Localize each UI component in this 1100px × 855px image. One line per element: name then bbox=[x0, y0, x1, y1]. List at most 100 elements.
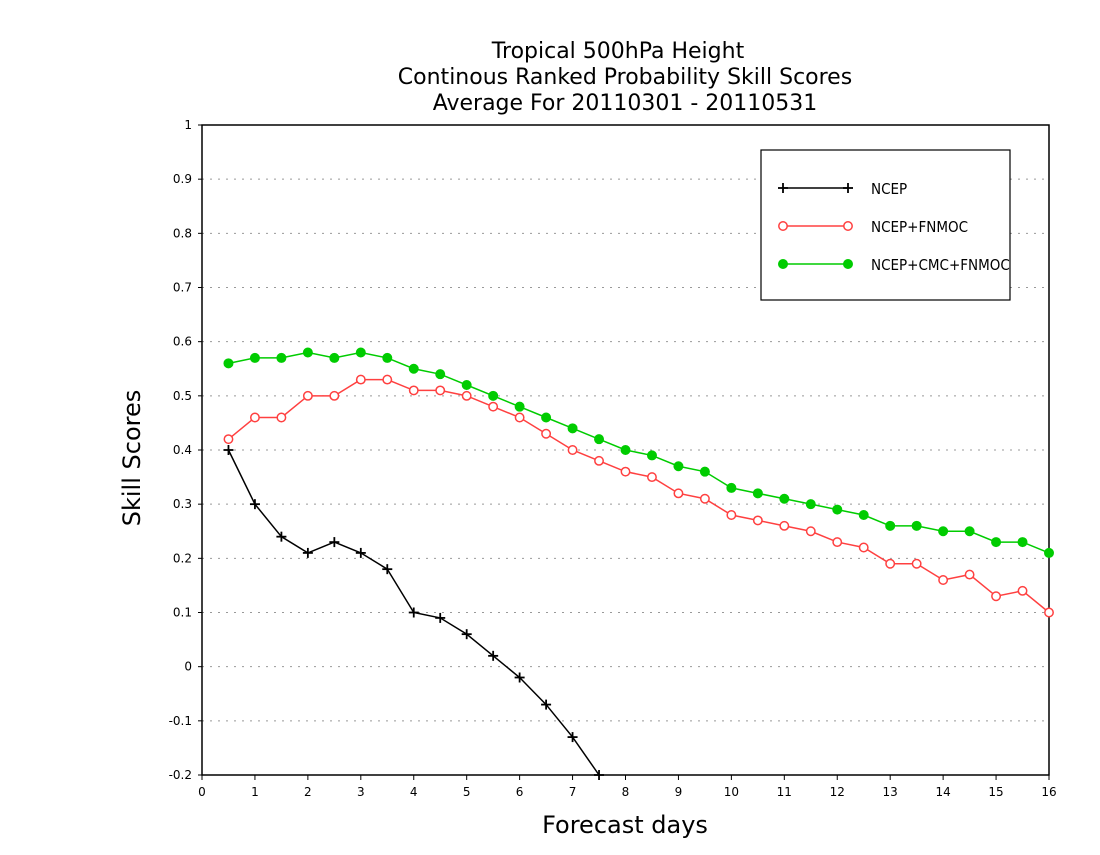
data-point-filled-circle bbox=[620, 445, 631, 455]
data-point-filled-circle bbox=[223, 358, 234, 369]
data-point-plus bbox=[541, 699, 552, 710]
y-tick-label: 0 bbox=[184, 660, 192, 674]
series-line bbox=[228, 351, 1050, 554]
data-point-filled-circle bbox=[858, 510, 869, 520]
data-point-plus bbox=[488, 650, 499, 661]
x-tick-label: 7 bbox=[569, 785, 577, 799]
data-point-filled-circle bbox=[355, 347, 366, 358]
data-point-open-circle bbox=[726, 510, 737, 520]
data-point-filled-circle bbox=[805, 499, 816, 510]
legend-label: NCEP+CMC+FNMOC bbox=[871, 256, 1010, 274]
data-point-plus bbox=[223, 445, 234, 455]
data-point-plus bbox=[778, 183, 788, 193]
series-line bbox=[227, 378, 1050, 614]
data-point-filled-circle bbox=[991, 537, 1002, 548]
legend-box bbox=[760, 149, 1011, 301]
series-ncep-fnmoc bbox=[223, 374, 1054, 618]
x-tick-label: 10 bbox=[724, 785, 739, 799]
x-tick-label: 16 bbox=[1041, 785, 1056, 799]
data-point-open-circle bbox=[249, 412, 260, 423]
data-point-open-circle bbox=[779, 520, 790, 531]
data-point-open-circle bbox=[435, 385, 446, 396]
chart-title: Tropical 500hPa Height Continous Ranked … bbox=[398, 39, 852, 116]
data-point-filled-circle bbox=[699, 466, 710, 477]
data-point-open-circle bbox=[594, 455, 604, 466]
data-point-filled-circle bbox=[778, 259, 788, 269]
y-axis-label: Skill Scores bbox=[118, 390, 146, 527]
data-point-open-circle bbox=[752, 515, 763, 526]
y-tick-label: -0.2 bbox=[169, 768, 192, 782]
data-point-filled-circle bbox=[329, 352, 340, 363]
data-point-filled-circle bbox=[567, 423, 578, 434]
x-tick-label: 3 bbox=[357, 785, 365, 799]
data-point-filled-circle bbox=[673, 461, 684, 472]
legend-label: NCEP+FNMOC bbox=[871, 218, 968, 236]
y-tick-label: 0.4 bbox=[173, 443, 192, 457]
data-point-plus bbox=[249, 499, 260, 510]
y-tick-label: 0.6 bbox=[173, 335, 192, 349]
data-point-filled-circle bbox=[461, 380, 472, 390]
data-point-open-circle bbox=[382, 374, 393, 385]
data-point-filled-circle bbox=[382, 352, 393, 363]
data-point-plus bbox=[567, 732, 578, 743]
data-point-open-circle bbox=[991, 591, 1002, 602]
data-point-plus bbox=[843, 183, 853, 193]
data-point-plus bbox=[355, 547, 366, 558]
title-line-3: Average For 20110301 - 20110531 bbox=[433, 91, 818, 116]
data-point-open-circle bbox=[276, 412, 287, 423]
data-point-filled-circle bbox=[726, 482, 737, 493]
y-tick-label: 0.3 bbox=[173, 497, 192, 511]
data-point-filled-circle bbox=[885, 520, 896, 531]
data-point-open-circle bbox=[302, 390, 313, 401]
x-tick-label: 9 bbox=[675, 785, 683, 799]
data-point-open-circle bbox=[329, 390, 340, 401]
data-point-filled-circle bbox=[276, 352, 287, 363]
data-point-plus bbox=[276, 531, 287, 542]
data-point-plus bbox=[408, 607, 419, 618]
data-point-open-circle bbox=[964, 569, 975, 580]
x-tick-label: 6 bbox=[516, 785, 524, 799]
data-point-open-circle bbox=[567, 445, 578, 455]
data-point-filled-circle bbox=[435, 369, 446, 380]
data-point-filled-circle bbox=[249, 352, 260, 363]
data-point-open-circle bbox=[1017, 585, 1028, 596]
data-point-open-circle bbox=[673, 488, 684, 499]
data-point-open-circle bbox=[223, 434, 234, 445]
data-point-plus bbox=[514, 672, 525, 683]
x-tick-label: 12 bbox=[830, 785, 845, 799]
x-tick-label: 15 bbox=[988, 785, 1003, 799]
data-point-filled-circle bbox=[1017, 537, 1028, 548]
data-point-filled-circle bbox=[646, 450, 657, 461]
y-tick-label: 0.7 bbox=[173, 281, 192, 295]
y-tick-label: 0.1 bbox=[173, 606, 192, 620]
data-point-open-circle bbox=[541, 428, 552, 439]
data-point-filled-circle bbox=[594, 434, 605, 445]
data-point-filled-circle bbox=[1044, 547, 1054, 558]
data-point-plus bbox=[382, 564, 393, 575]
data-point-open-circle bbox=[461, 390, 472, 401]
x-tick-label: 14 bbox=[935, 785, 950, 799]
y-tick-label: -0.1 bbox=[169, 714, 192, 728]
data-point-open-circle bbox=[408, 385, 419, 396]
data-point-filled-circle bbox=[514, 401, 525, 412]
data-point-filled-circle bbox=[302, 347, 313, 358]
data-point-open-circle bbox=[858, 542, 869, 553]
data-point-plus bbox=[461, 629, 472, 640]
data-point-plus bbox=[435, 612, 446, 623]
y-tick-label: 1 bbox=[184, 118, 192, 132]
data-point-plus bbox=[594, 770, 605, 780]
x-tick-label: 8 bbox=[622, 785, 630, 799]
data-point-open-circle bbox=[843, 221, 853, 231]
data-point-filled-circle bbox=[843, 259, 853, 269]
x-tick-label: 2 bbox=[304, 785, 312, 799]
data-point-open-circle bbox=[699, 493, 710, 504]
data-point-open-circle bbox=[805, 526, 816, 537]
legend: NCEP NCEP+FNMOC NCEP+CMC+FNMOC bbox=[760, 149, 1011, 301]
data-point-open-circle bbox=[488, 401, 499, 412]
data-point-filled-circle bbox=[911, 520, 922, 531]
data-point-open-circle bbox=[885, 558, 896, 569]
y-tick-label: 0.2 bbox=[173, 551, 192, 565]
x-tick-label: 11 bbox=[777, 785, 792, 799]
